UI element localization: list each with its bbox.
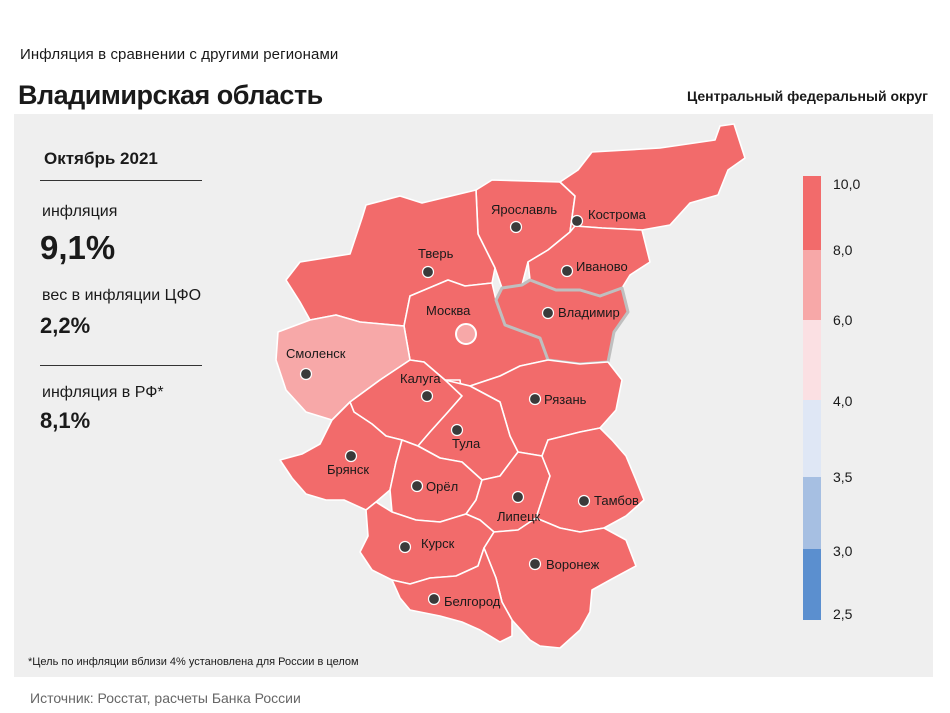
- city-dot: [299, 367, 313, 381]
- chart-subtitle: Инфляция в сравнении с другими регионами: [20, 46, 339, 63]
- city-dot: [511, 490, 525, 504]
- region-belgorod[interactable]: [391, 547, 513, 643]
- city-label-smolensk: Смоленск: [286, 346, 346, 361]
- region-tambov[interactable]: [535, 427, 645, 533]
- city-dot: [577, 494, 591, 508]
- city-dot: [420, 389, 434, 403]
- city-label-vladimir: Владимир: [558, 305, 620, 320]
- legend-tick-label: 3,5: [833, 469, 853, 485]
- city-label-kaluga: Калуга: [400, 371, 441, 386]
- city-dot: [344, 449, 358, 463]
- inflation-value: 9,1%: [40, 229, 116, 266]
- city-label-voronezh: Воронеж: [546, 557, 600, 572]
- city-label-belgorod: Белгород: [444, 594, 501, 609]
- legend-swatch: [803, 250, 821, 320]
- city-label-ryazan: Рязань: [544, 392, 587, 407]
- legend-tick-label: 4,0: [833, 393, 853, 409]
- legend-swatch: [803, 320, 821, 400]
- city-dot: [427, 592, 441, 606]
- city-label-lipetsk: Липецк: [497, 509, 541, 524]
- legend-swatch: [803, 549, 821, 620]
- city-label-tver: Тверь: [418, 246, 454, 261]
- city-label-tambov: Тамбов: [594, 493, 639, 508]
- rf-inflation-label: инфляция в РФ*: [42, 384, 164, 401]
- region-vladimir[interactable]: [494, 278, 630, 366]
- legend-tick-label: 6,0: [833, 312, 853, 328]
- legend-tick-label: 10,0: [833, 176, 861, 192]
- legend-swatch: [803, 400, 821, 477]
- city-label-yaroslavl: Ярославль: [491, 202, 557, 217]
- weight-value: 2,2%: [40, 313, 91, 338]
- divider: [40, 180, 202, 181]
- city-dot: [509, 220, 523, 234]
- city-label-bryansk: Брянск: [327, 462, 369, 477]
- city-label-ivanovo: Иваново: [576, 259, 628, 274]
- legend-swatch: [803, 477, 821, 549]
- city-dot: [528, 392, 542, 406]
- city-dot: [528, 557, 542, 571]
- city-dot: [570, 214, 584, 228]
- city-label-kursk: Курск: [421, 536, 455, 551]
- city-dot: [398, 540, 412, 554]
- city-label-moscow: Москва: [426, 303, 471, 318]
- region-bryansk[interactable]: [279, 401, 403, 511]
- city-label-kostroma: Кострома: [588, 207, 647, 222]
- city-dot: [560, 264, 574, 278]
- city-dot: [421, 265, 435, 279]
- divider: [40, 365, 202, 366]
- inflation-label: инфляция: [42, 203, 118, 220]
- legend-swatch: [803, 176, 821, 250]
- legend-tick-label: 3,0: [833, 543, 853, 559]
- city-dot: [410, 479, 424, 493]
- source-note: Источник: Росстат, расчеты Банка России: [30, 690, 301, 706]
- city-dot: [450, 423, 464, 437]
- weight-label: вес в инфляции ЦФО: [42, 287, 202, 304]
- moscow-marker: [455, 323, 477, 345]
- rf-inflation-value: 8,1%: [40, 408, 91, 433]
- page-title: Владимирская область: [18, 80, 323, 110]
- city-label-orel: Орёл: [426, 479, 458, 494]
- city-dot: [541, 306, 555, 320]
- legend-tick-label: 8,0: [833, 242, 853, 258]
- footnote: *Цель по инфляции вблизи 4% установлена …: [28, 656, 359, 668]
- district-label: Центральный федеральный округ: [686, 88, 928, 104]
- legend-tick-label: 2,5: [833, 606, 853, 622]
- period-label: Октябрь 2021: [44, 149, 158, 168]
- city-label-tula: Тула: [452, 436, 481, 451]
